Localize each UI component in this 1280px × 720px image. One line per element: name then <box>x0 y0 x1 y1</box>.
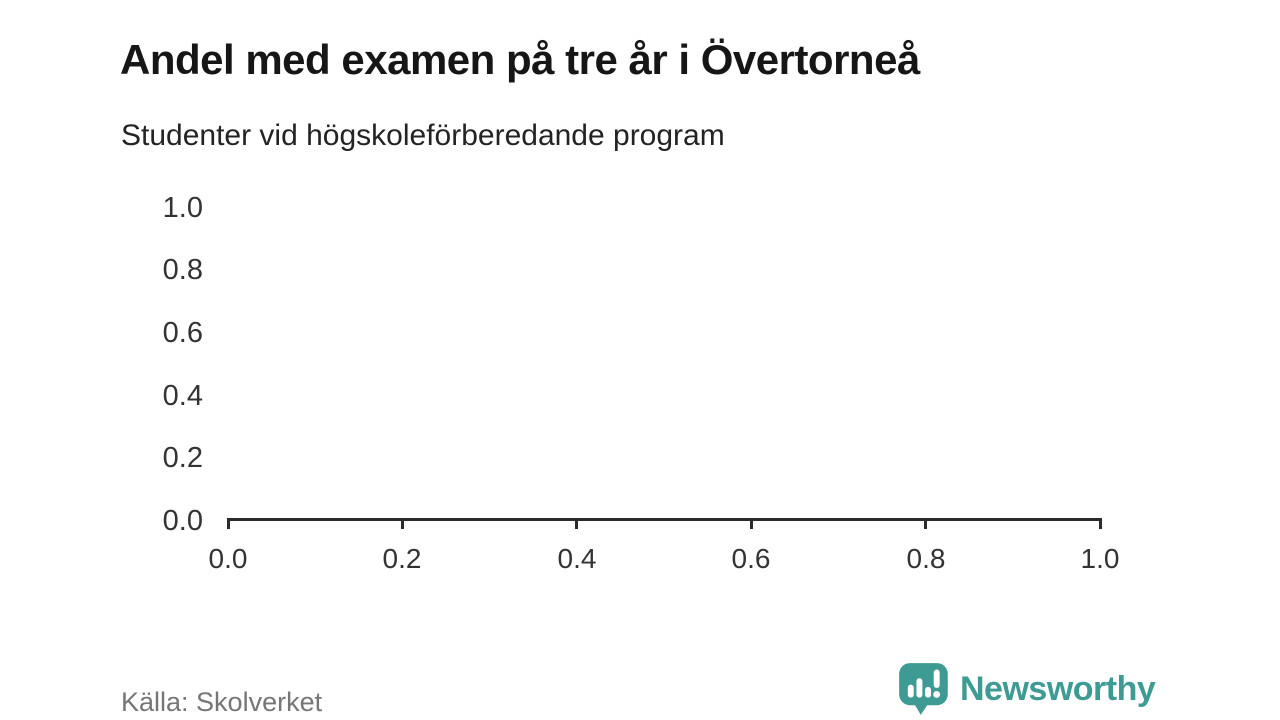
y-axis-tick-label: 0.6 <box>162 317 203 349</box>
newsworthy-logo: Newsworthy <box>898 662 1156 716</box>
x-axis-tick-mark <box>575 518 578 529</box>
y-axis-tick-label: 0.4 <box>162 380 203 412</box>
source-note: Källa: Skolverket <box>121 687 323 717</box>
x-axis-tick-label: 0.8 <box>906 543 946 574</box>
chart-subtitle: Studenter vid högskoleförberedande progr… <box>121 119 725 152</box>
x-axis-tick-mark <box>1099 518 1102 529</box>
y-axis-tick-label: 0.0 <box>162 505 203 537</box>
x-axis-tick-label: 0.4 <box>557 543 597 574</box>
y-axis-tick-label: 0.8 <box>162 254 203 286</box>
y-axis-tick-label: 0.2 <box>162 442 203 474</box>
x-axis-tick-mark <box>924 518 927 529</box>
y-axis-tick-label: 1.0 <box>162 192 203 224</box>
x-axis-tick-mark <box>401 518 404 529</box>
x-axis-tick-label: 0.0 <box>208 543 248 574</box>
x-axis-tick-mark <box>227 518 230 529</box>
x-axis-tick-mark <box>750 518 753 529</box>
x-axis-tick-label: 1.0 <box>1080 543 1120 574</box>
brand-name: Newsworthy <box>960 669 1156 708</box>
x-axis-tick-label: 0.6 <box>731 543 771 574</box>
x-axis-tick-label: 0.2 <box>382 543 422 574</box>
chart-title: Andel med examen på tre år i Övertorneå <box>120 36 920 84</box>
x-axis-line <box>227 518 1102 521</box>
chart-speech-bubble-icon <box>898 662 950 716</box>
